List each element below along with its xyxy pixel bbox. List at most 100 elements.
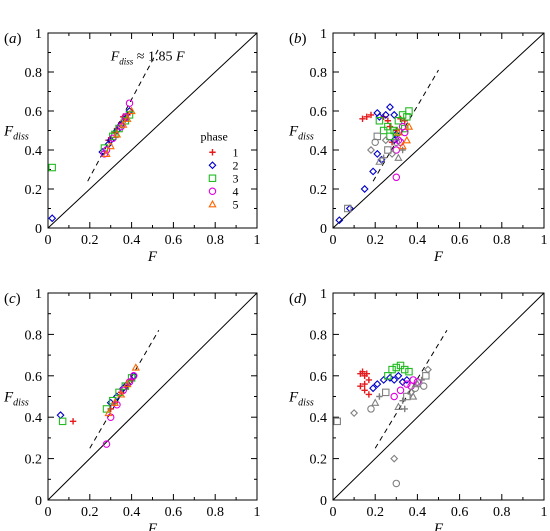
data-point-series-4 <box>109 134 117 143</box>
legend-marker-5 <box>208 199 217 208</box>
data-point-series-2 <box>385 373 394 382</box>
data-point-series-1 <box>359 115 366 122</box>
data-point-series-5 <box>123 114 132 122</box>
data-point-series-other <box>392 138 401 146</box>
data-point-series-3 <box>379 126 388 135</box>
y-tick-label: 1 <box>320 287 327 302</box>
data-point-series-5 <box>104 408 113 417</box>
data-point-series-2 <box>360 185 369 193</box>
data-point-series-other <box>399 397 406 404</box>
y-axis-label: Fdiss <box>288 124 314 143</box>
y-tick-label: 0 <box>35 494 42 509</box>
data-point-series-3 <box>400 124 409 133</box>
y-axis-label-subscript: diss <box>13 132 29 143</box>
data-point-series-1 <box>361 387 368 394</box>
y-tick-label: 0 <box>35 222 42 237</box>
y-tick-label: 0.2 <box>25 453 43 468</box>
data-point-series-2 <box>390 110 399 119</box>
y-tick-label: 0.4 <box>25 411 43 426</box>
data-point-series-other <box>394 153 403 161</box>
x-axis-label: F <box>433 249 444 265</box>
y-tick-label: 1 <box>35 287 42 302</box>
data-point-series-2 <box>394 371 403 380</box>
data-point-series-other <box>381 136 390 145</box>
data-point-series-2 <box>379 375 388 384</box>
data-point-series-other <box>413 379 422 388</box>
data-point-series-other <box>399 146 406 154</box>
panel-label: (b) <box>289 31 307 47</box>
x-tick-label: 0.4 <box>409 505 427 520</box>
data-point-series-2 <box>373 149 382 158</box>
x-tick-label: 0 <box>45 505 52 520</box>
data-point-series-3 <box>400 365 409 374</box>
x-tick-label: 0.2 <box>366 505 384 520</box>
data-point-series-3 <box>386 132 394 141</box>
data-point-series-4 <box>390 392 398 401</box>
data-point-series-2 <box>56 411 65 420</box>
dashed-fit-line <box>89 330 160 449</box>
panel-a: 00 0.2 0.2 0.4 0.4 0.6 0.6 0.8 0.8 1 1 F Fdiss (a) Fdi… <box>3 27 261 265</box>
y-tick-label: 0.8 <box>25 66 43 81</box>
data-point-series-1 <box>359 368 366 375</box>
y-tick-label: 0 <box>320 222 327 237</box>
fit-annotation: Fdiss ≈ 1.85 F <box>110 49 185 66</box>
data-point-series-1 <box>365 376 373 384</box>
y-tick-label: 0.2 <box>25 183 43 198</box>
panel-label: (c) <box>4 291 21 307</box>
data-point-series-1 <box>363 370 370 377</box>
data-point-series-2 <box>125 107 134 115</box>
data-point-series-4 <box>398 122 407 131</box>
data-point-series-2 <box>48 214 57 223</box>
data-point-series-4 <box>403 380 411 388</box>
x-tick-label: 0.8 <box>206 505 224 520</box>
data-point-series-5 <box>404 122 414 130</box>
data-point-series-4 <box>394 136 403 145</box>
data-point-series-other <box>380 154 387 161</box>
data-point-series-3 <box>375 117 384 125</box>
diagonal-line <box>47 292 258 501</box>
data-point-series-2 <box>373 380 382 389</box>
x-tick-label: 0.2 <box>81 233 99 248</box>
data-point-series-other <box>403 392 411 401</box>
data-point-series-2 <box>369 384 378 393</box>
data-point-series-1 <box>361 380 368 388</box>
data-point-series-1 <box>380 113 387 121</box>
data-point-series-5 <box>402 135 411 144</box>
x-tick-label: 1 <box>254 505 261 520</box>
x-tick-label: 0 <box>330 233 337 248</box>
data-point-series-4 <box>129 372 138 380</box>
x-tick-label: 0 <box>45 233 52 248</box>
legend-entry-2: 2 <box>232 158 238 172</box>
x-axis-label: F <box>147 249 158 265</box>
data-point-series-2 <box>369 167 378 176</box>
y-tick-label: 1 <box>35 27 42 42</box>
legend-entry-3: 3 <box>232 171 238 185</box>
data-point-series-3 <box>398 111 407 119</box>
x-tick-label: 0.6 <box>165 505 183 520</box>
data-point-series-5 <box>119 120 128 128</box>
y-tick-label: 0.2 <box>310 453 328 468</box>
data-point-series-other <box>422 372 430 380</box>
legend-title: phase <box>200 129 227 143</box>
data-point-series-other <box>401 405 408 413</box>
y-tick-label: 0.4 <box>310 144 328 159</box>
data-point-series-other <box>371 398 380 406</box>
x-tick-label: 0.2 <box>366 233 384 248</box>
y-tick-label: 0.4 <box>25 144 43 159</box>
data-point-series-2 <box>381 110 390 119</box>
y-tick-label: 0.6 <box>25 370 43 385</box>
y-axis-label-subscript: diss <box>298 132 314 143</box>
data-point-series-2 <box>106 398 115 407</box>
x-tick-label: 1 <box>254 233 261 248</box>
legend-marker-4 <box>208 187 217 196</box>
y-axis-label-subscript: diss <box>298 398 314 409</box>
data-point-series-other <box>375 157 384 165</box>
data-point-series-other <box>418 376 425 384</box>
data-point-series-1 <box>363 113 370 121</box>
y-tick-label: 0.2 <box>310 183 328 198</box>
data-point-series-5 <box>102 149 111 158</box>
data-point-series-other <box>373 132 382 141</box>
y-tick-label: 0.8 <box>25 328 43 343</box>
legend-entry-5: 5 <box>232 197 238 211</box>
data-point-series-3 <box>392 128 401 137</box>
